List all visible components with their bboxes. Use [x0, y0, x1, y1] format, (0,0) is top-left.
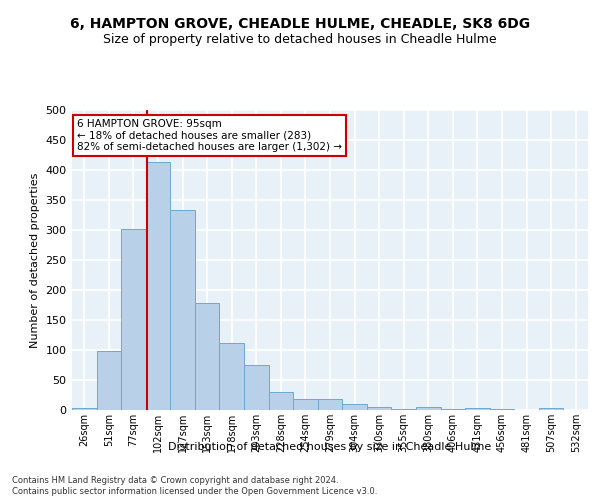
Bar	[244, 365, 269, 410]
Bar	[121, 230, 146, 410]
Y-axis label: Number of detached properties: Number of detached properties	[30, 172, 40, 348]
Bar	[367, 407, 391, 410]
Text: Size of property relative to detached houses in Cheadle Hulme: Size of property relative to detached ho…	[103, 32, 497, 46]
Bar	[269, 392, 293, 410]
Text: Distribution of detached houses by size in Cheadle Hulme: Distribution of detached houses by size …	[169, 442, 491, 452]
Bar	[416, 407, 440, 410]
Bar	[318, 399, 342, 410]
Bar	[465, 408, 490, 410]
Text: 6 HAMPTON GROVE: 95sqm
← 18% of detached houses are smaller (283)
82% of semi-de: 6 HAMPTON GROVE: 95sqm ← 18% of detached…	[77, 119, 342, 152]
Bar	[342, 404, 367, 410]
Bar	[72, 408, 97, 410]
Bar	[293, 399, 318, 410]
Text: Contains public sector information licensed under the Open Government Licence v3: Contains public sector information licen…	[12, 488, 377, 496]
Text: Contains HM Land Registry data © Crown copyright and database right 2024.: Contains HM Land Registry data © Crown c…	[12, 476, 338, 485]
Bar	[220, 344, 244, 410]
Bar	[97, 350, 121, 410]
Bar	[146, 162, 170, 410]
Bar	[539, 408, 563, 410]
Bar	[195, 303, 220, 410]
Bar	[391, 409, 416, 410]
Bar	[170, 210, 195, 410]
Text: 6, HAMPTON GROVE, CHEADLE HULME, CHEADLE, SK8 6DG: 6, HAMPTON GROVE, CHEADLE HULME, CHEADLE…	[70, 18, 530, 32]
